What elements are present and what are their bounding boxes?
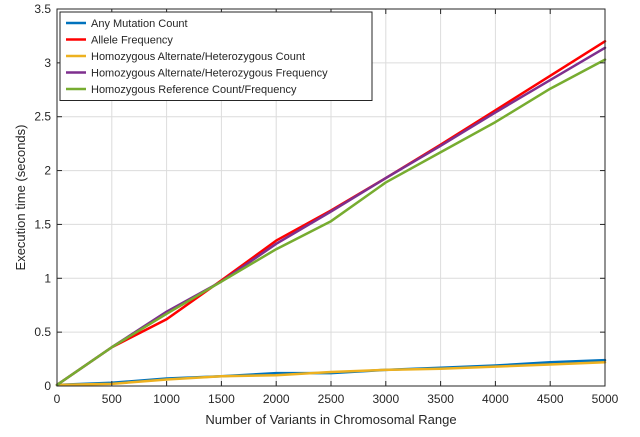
legend-label-1: Any Mutation Count	[91, 18, 188, 30]
y-tick-label: 2	[44, 164, 51, 178]
legend-box	[59, 11, 373, 101]
y-tick-label: 2.5	[34, 110, 51, 124]
x-tick-label: 500	[102, 392, 122, 406]
y-tick-label: 3.5	[34, 2, 51, 16]
x-tick-label: 3500	[427, 392, 454, 406]
x-axis-title: Number of Variants in Chromosomal Range	[205, 412, 456, 427]
x-tick-label: 1500	[208, 392, 235, 406]
y-tick-label: 1	[44, 271, 51, 285]
tick-labels: 0 500 1000 1500 2000 2500 3000 3500 4000 4500 5000…	[34, 2, 618, 406]
y-tick-label: 0	[44, 379, 51, 393]
x-tick-label: 2500	[318, 392, 345, 406]
series-lines	[55, 40, 607, 387]
x-tick-label: 5000	[592, 392, 619, 406]
y-tick-label: 3	[44, 56, 51, 70]
x-tick-label: 2000	[263, 392, 290, 406]
y-tick-label: 0.5	[34, 325, 51, 339]
series-line-3	[55, 361, 607, 387]
legend-label-3: Homozygous Alternate/Heterozygous Count	[91, 51, 305, 63]
legend-label-4: Homozygous Alternate/Heterozygous Freque…	[91, 68, 328, 80]
legend-label-2: Allele Frequency	[91, 35, 173, 47]
legend-label-5: Homozygous Reference Count/Frequency	[91, 84, 297, 96]
legend: Any Mutation Count Allele Frequency Homozy…	[59, 11, 373, 101]
y-tick-label: 1.5	[34, 217, 51, 231]
x-tick-label: 4000	[482, 392, 509, 406]
x-tick-label: 3000	[372, 392, 399, 406]
x-tick-label: 0	[54, 392, 61, 406]
x-tick-label: 1000	[153, 392, 180, 406]
series-line-5	[55, 58, 607, 387]
y-axis-title: Execution time (seconds)	[13, 125, 28, 271]
x-tick-label: 4500	[537, 392, 564, 406]
